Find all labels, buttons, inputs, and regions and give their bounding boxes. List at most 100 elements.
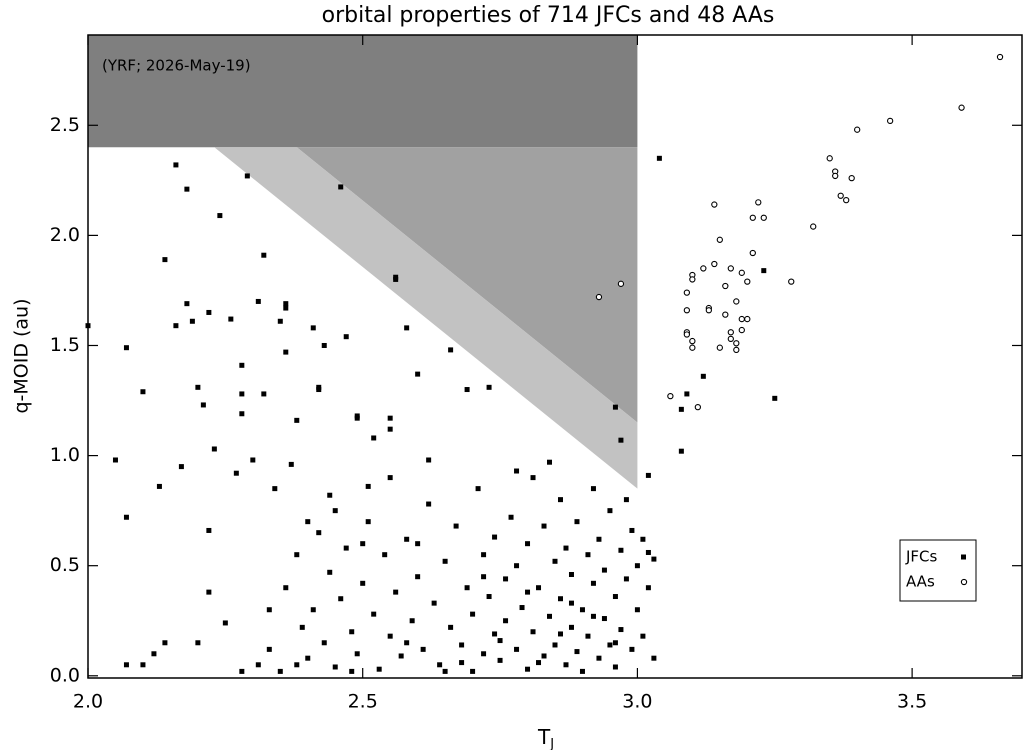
jfc-point <box>189 318 195 324</box>
jfc-point <box>426 501 432 507</box>
aa-point <box>958 104 965 111</box>
jfc-point <box>387 633 393 639</box>
aa-point <box>854 126 861 133</box>
y-tick-label: 2.5 <box>50 114 80 136</box>
jfc-point <box>283 585 289 591</box>
jfc-point <box>415 541 421 547</box>
jfc-point <box>563 545 569 551</box>
jfc-point <box>354 651 360 657</box>
aa-point <box>711 201 718 208</box>
jfc-point <box>568 600 574 606</box>
jfc-point <box>585 552 591 558</box>
jfc-point <box>563 662 569 668</box>
aa-point <box>749 249 756 257</box>
jfc-point <box>634 563 640 569</box>
aa-point <box>705 307 712 314</box>
shaded-region <box>88 35 638 148</box>
legend: JFCs AAs <box>899 539 977 602</box>
jfc-point <box>552 558 558 564</box>
jfc-point <box>590 486 596 492</box>
jfc-point <box>294 552 300 558</box>
jfc-point <box>481 574 487 580</box>
jfc-point <box>349 668 355 674</box>
jfc-point <box>536 660 542 666</box>
jfc-point <box>547 459 553 465</box>
jfc-point <box>239 391 245 397</box>
jfc-point <box>112 457 118 463</box>
legend-label: AAs <box>906 573 935 591</box>
jfc-point <box>178 464 184 470</box>
jfc-point <box>547 613 553 619</box>
jfc-point <box>151 651 157 657</box>
jfc-point <box>634 607 640 613</box>
jfc-point <box>618 547 624 553</box>
jfc-point <box>162 257 168 263</box>
jfc-point <box>360 541 366 547</box>
jfc-point <box>266 646 272 652</box>
jfc-point <box>557 497 563 503</box>
jfc-point <box>200 402 206 408</box>
jfc-point <box>612 404 618 410</box>
legend-marker <box>960 578 968 586</box>
jfc-point <box>343 545 349 551</box>
jfc-point <box>651 556 657 562</box>
jfc-point <box>640 536 646 542</box>
jfc-point <box>453 523 459 529</box>
jfc-point <box>288 461 294 467</box>
aa-point <box>738 326 745 334</box>
aa-point <box>826 155 833 162</box>
jfc-point <box>645 472 651 478</box>
jfc-point <box>310 607 316 613</box>
jfc-point <box>365 519 371 525</box>
jfc-point <box>519 605 525 611</box>
jfc-point <box>761 268 767 274</box>
jfc-point <box>349 629 355 635</box>
x-axis-label: TJ <box>537 725 554 750</box>
jfc-point <box>206 309 212 315</box>
jfc-point <box>426 457 432 463</box>
jfc-point <box>612 594 618 600</box>
jfc-point <box>525 589 531 595</box>
aa-point <box>722 282 729 290</box>
jfc-point <box>459 642 465 648</box>
aa-point <box>755 199 762 206</box>
jfc-point <box>294 662 300 668</box>
jfc-point <box>448 347 454 353</box>
y-tick-label: 0.0 <box>50 664 80 686</box>
jfc-point <box>123 345 129 351</box>
jfc-point <box>579 607 585 613</box>
jfc-point <box>645 549 651 555</box>
jfc-point <box>601 567 607 573</box>
jfc-point <box>387 426 393 432</box>
legend-marker <box>961 554 966 560</box>
jfc-point <box>327 492 333 498</box>
jfc-point <box>332 664 338 670</box>
jfc-point <box>574 649 580 655</box>
jfc-point <box>294 417 300 423</box>
jfc-point <box>514 563 520 569</box>
aa-point <box>683 331 691 338</box>
aa-point <box>595 293 603 301</box>
jfc-point <box>651 655 657 661</box>
jfc-point <box>492 534 498 540</box>
jfc-point <box>140 662 146 668</box>
jfc-point <box>393 589 399 595</box>
jfc-point <box>590 613 596 619</box>
x-axis-label-main: T <box>537 725 551 749</box>
aa-point <box>716 344 723 351</box>
jfc-point <box>503 576 509 582</box>
jfc-point <box>623 497 629 503</box>
jfc-point <box>123 662 129 668</box>
jfc-point <box>316 387 322 393</box>
aa-point <box>617 280 625 287</box>
jfc-point <box>250 457 256 463</box>
jfc-point <box>217 213 223 219</box>
jfc-point <box>393 276 399 282</box>
aa-point <box>733 298 740 305</box>
jfc-point <box>618 627 624 633</box>
aa-point <box>722 311 729 318</box>
aa-point <box>886 117 894 125</box>
jfc-point <box>557 596 563 602</box>
y-axis-label: q-MOID (au) <box>11 298 33 413</box>
